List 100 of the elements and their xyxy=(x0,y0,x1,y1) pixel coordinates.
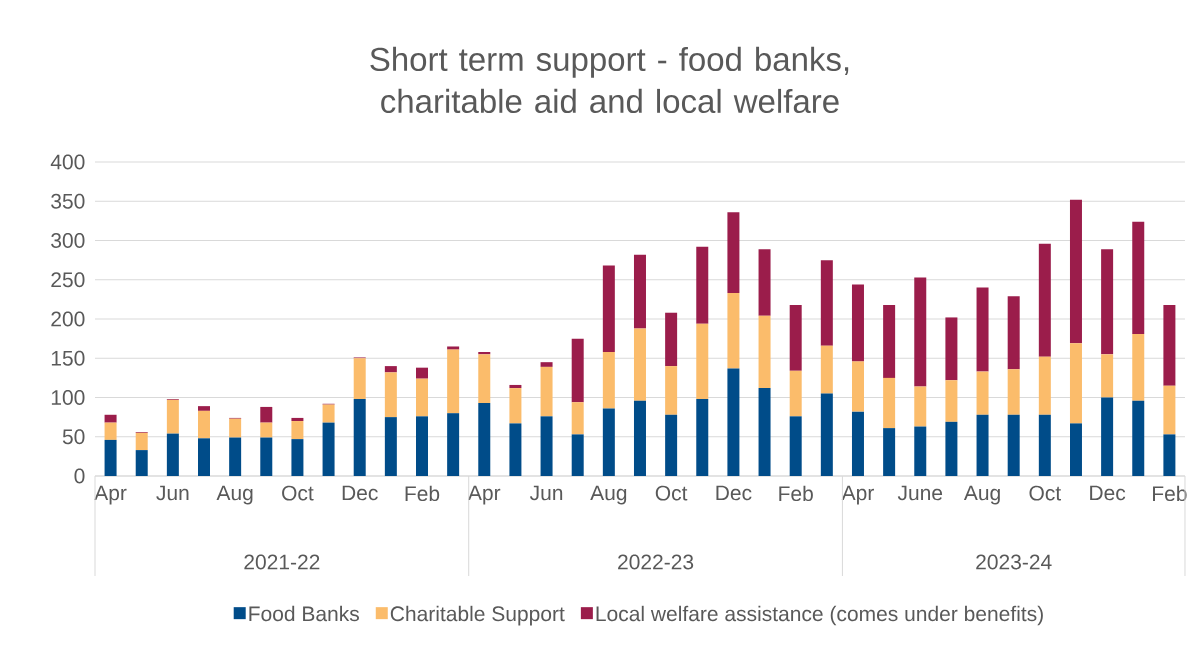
bar xyxy=(1069,423,1082,476)
y-tick-label: 150 xyxy=(51,350,85,366)
bar xyxy=(976,414,989,476)
legend-label: Charitable Support xyxy=(390,605,565,626)
bar xyxy=(415,367,428,379)
bar xyxy=(291,417,304,422)
bar xyxy=(727,212,740,294)
y-tick-label: 250 xyxy=(51,272,85,288)
bar xyxy=(633,328,646,401)
bar xyxy=(447,349,460,414)
bar xyxy=(633,400,646,476)
x-tick-label: Dec xyxy=(716,485,752,501)
bar xyxy=(945,317,958,381)
bar xyxy=(1101,354,1114,398)
bar xyxy=(1163,304,1176,386)
bar xyxy=(665,414,678,476)
bar xyxy=(571,434,584,476)
bar xyxy=(945,421,958,476)
bar xyxy=(696,399,709,476)
y-tick-label: 300 xyxy=(51,233,85,248)
bar xyxy=(1038,243,1051,357)
bar xyxy=(198,406,210,411)
bar xyxy=(1132,333,1145,401)
bar xyxy=(104,422,117,440)
x-tick-label: Feb xyxy=(1153,485,1187,502)
bar xyxy=(540,416,553,476)
x-tick-label: Dec xyxy=(342,485,378,501)
bar xyxy=(820,393,833,476)
bar xyxy=(135,432,148,451)
bar xyxy=(291,421,304,440)
bar xyxy=(789,416,802,476)
bar xyxy=(166,399,179,434)
bar xyxy=(820,260,833,346)
bar xyxy=(104,414,117,423)
x-tick-label: Aug xyxy=(590,485,627,505)
bar xyxy=(696,246,709,324)
bar xyxy=(1007,296,1020,370)
bar xyxy=(322,422,335,476)
legend-label: Food Banks xyxy=(249,605,359,622)
bar xyxy=(291,439,304,476)
bar xyxy=(727,368,740,476)
x-tick-label: Aug xyxy=(963,485,1000,505)
y-tick-label: 100 xyxy=(51,390,85,405)
x-tick-label: June xyxy=(897,485,943,501)
bar xyxy=(540,366,553,417)
bar xyxy=(851,361,864,412)
bar xyxy=(914,426,927,476)
bar xyxy=(883,428,896,476)
x-tick-label: Oct xyxy=(655,485,688,501)
bar xyxy=(1132,221,1145,334)
bar xyxy=(229,418,242,438)
bar xyxy=(104,439,117,476)
bar xyxy=(1069,343,1082,424)
bar xyxy=(1163,385,1176,435)
bar xyxy=(353,358,366,400)
bar xyxy=(1038,356,1051,415)
bar xyxy=(758,388,771,476)
bar xyxy=(602,408,615,476)
chart-title: Short term support - food banks, charitable aid and local welfare xyxy=(370,46,849,114)
bar xyxy=(260,422,273,438)
x-tick-label: Apr xyxy=(467,485,501,505)
x-tick-label: Feb xyxy=(779,485,813,502)
bar xyxy=(820,345,833,394)
bar xyxy=(789,304,802,371)
bar xyxy=(260,406,273,423)
text: 2021-22 xyxy=(244,554,320,570)
bar xyxy=(1069,199,1082,344)
bar xyxy=(914,277,927,387)
bar xyxy=(851,284,864,362)
legend-label: Local welfare assistance (comes under benefits) xyxy=(596,605,1043,626)
bar xyxy=(633,254,646,329)
x-tick-label: Dec xyxy=(1090,485,1126,501)
x-tick-label: Apr xyxy=(94,485,127,505)
bar xyxy=(198,410,210,439)
text: 2022-23 xyxy=(618,554,694,570)
bar xyxy=(665,312,678,367)
x-tick-label: Aug xyxy=(216,485,253,505)
bar xyxy=(1007,414,1020,476)
bar xyxy=(914,386,927,427)
bar xyxy=(571,402,584,435)
bar xyxy=(665,366,678,415)
bar xyxy=(851,411,864,476)
bar xyxy=(384,372,397,418)
x-tick-label: Oct xyxy=(282,485,314,501)
x-tick-label: Jun xyxy=(529,485,563,501)
bar xyxy=(789,370,802,417)
bar xyxy=(1101,397,1114,476)
bar xyxy=(478,403,491,476)
bar xyxy=(509,388,522,424)
bar xyxy=(883,304,896,378)
bar xyxy=(447,346,460,350)
bar xyxy=(198,438,210,476)
bar xyxy=(384,417,397,476)
bar xyxy=(758,315,771,389)
y-tick-label: 0 xyxy=(74,468,85,484)
bar xyxy=(945,380,958,422)
bar xyxy=(260,437,273,476)
bar xyxy=(447,413,460,476)
bar xyxy=(883,377,896,429)
bar xyxy=(976,287,989,372)
